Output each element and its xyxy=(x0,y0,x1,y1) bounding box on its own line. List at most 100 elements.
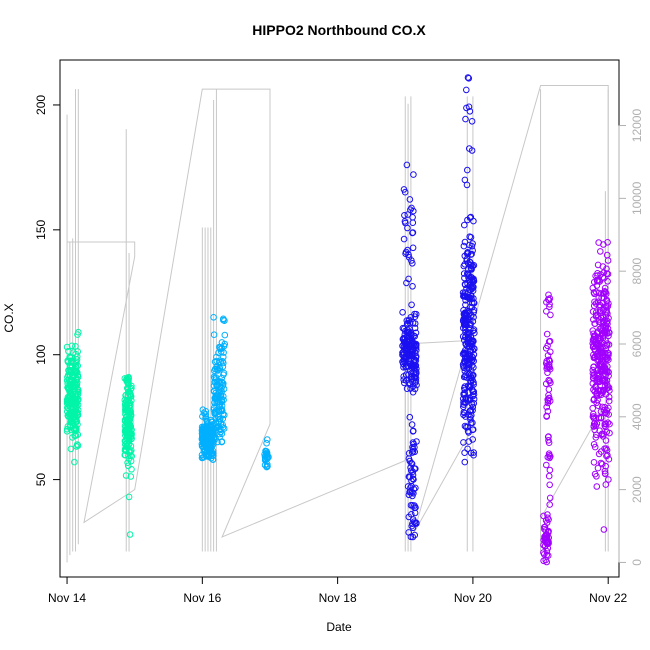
data-point xyxy=(407,464,414,471)
data-point xyxy=(602,420,610,428)
data-point xyxy=(464,74,472,81)
data-point xyxy=(589,327,597,334)
data-point xyxy=(463,86,470,94)
data-point xyxy=(462,413,469,420)
data-point xyxy=(600,406,608,414)
data-point xyxy=(464,445,471,453)
data-point xyxy=(605,314,612,322)
data-point xyxy=(71,458,78,466)
data-point xyxy=(590,363,598,371)
data-point xyxy=(468,250,475,258)
y-tick-label: 200 xyxy=(34,95,48,115)
data-point xyxy=(409,439,417,446)
y-tick-label: 150 xyxy=(34,220,48,240)
data-point xyxy=(590,459,598,466)
data-point xyxy=(400,376,408,384)
data-point xyxy=(594,464,602,472)
data-point xyxy=(65,347,72,355)
data-point xyxy=(126,531,134,538)
data-point xyxy=(400,235,408,243)
data-point xyxy=(603,407,611,414)
data-point xyxy=(219,411,227,418)
data-point xyxy=(541,523,548,531)
data-point xyxy=(220,353,227,361)
data-point xyxy=(461,449,468,457)
data-point xyxy=(590,441,598,448)
data-point xyxy=(123,417,131,424)
data-point xyxy=(72,398,79,405)
data-point xyxy=(590,413,598,420)
data-point xyxy=(217,426,224,434)
data-point xyxy=(220,371,227,379)
data-point xyxy=(66,391,74,399)
data-point xyxy=(122,438,129,445)
data-point xyxy=(544,396,552,403)
data-point xyxy=(412,484,419,492)
background-line xyxy=(67,85,609,538)
data-point xyxy=(69,434,76,441)
data-point xyxy=(604,451,611,459)
data-point xyxy=(469,426,477,434)
data-point xyxy=(203,417,211,425)
data-point xyxy=(408,421,416,428)
data-point xyxy=(409,244,417,252)
data-point xyxy=(466,359,473,367)
data-point xyxy=(460,409,468,416)
data-point xyxy=(406,319,414,327)
data-point xyxy=(461,389,469,397)
data-point xyxy=(409,229,416,237)
data-point xyxy=(410,369,418,377)
data-point xyxy=(599,263,607,270)
data-point xyxy=(221,317,228,325)
data-point xyxy=(409,378,416,386)
data-point xyxy=(413,381,420,389)
data-point xyxy=(597,314,605,322)
data-point xyxy=(403,328,411,336)
data-point xyxy=(264,436,271,443)
data-point xyxy=(404,332,411,340)
data-point xyxy=(218,374,225,382)
data-point xyxy=(400,186,408,193)
data-point xyxy=(462,115,469,123)
data-point xyxy=(411,531,419,539)
data-point xyxy=(463,285,470,292)
y-axis-label: CO.X xyxy=(2,303,16,332)
data-point xyxy=(602,326,610,333)
data-point xyxy=(544,342,551,350)
data-point xyxy=(466,108,474,115)
data-point xyxy=(461,274,468,282)
data-point xyxy=(125,378,132,385)
data-point xyxy=(125,493,133,501)
y2-tick-label: 6000 xyxy=(630,330,644,357)
y2-tick-label: 4000 xyxy=(630,403,644,430)
data-point xyxy=(218,379,226,386)
data-point xyxy=(460,292,468,300)
data-point xyxy=(604,302,612,310)
data-point xyxy=(602,390,610,398)
data-point xyxy=(601,422,609,429)
data-point xyxy=(545,540,552,547)
data-point xyxy=(407,206,414,213)
data-point xyxy=(593,483,601,490)
data-point xyxy=(409,520,416,528)
data-point xyxy=(604,270,612,278)
data-point xyxy=(70,426,78,433)
data-point xyxy=(74,362,81,370)
data-point xyxy=(594,298,602,306)
data-point xyxy=(220,349,227,356)
data-point xyxy=(469,240,476,247)
data-point xyxy=(218,430,226,438)
data-point xyxy=(410,171,417,178)
data-point xyxy=(408,467,415,474)
data-point xyxy=(601,357,609,364)
data-point xyxy=(598,414,605,422)
data-point xyxy=(461,458,469,466)
data-point xyxy=(468,386,476,394)
data-point xyxy=(545,516,552,523)
data-point xyxy=(545,376,553,384)
data-point xyxy=(593,399,600,407)
data-point xyxy=(200,426,208,434)
data-point xyxy=(598,460,606,468)
data-point xyxy=(597,334,604,342)
y-tick-label: 100 xyxy=(34,344,48,364)
